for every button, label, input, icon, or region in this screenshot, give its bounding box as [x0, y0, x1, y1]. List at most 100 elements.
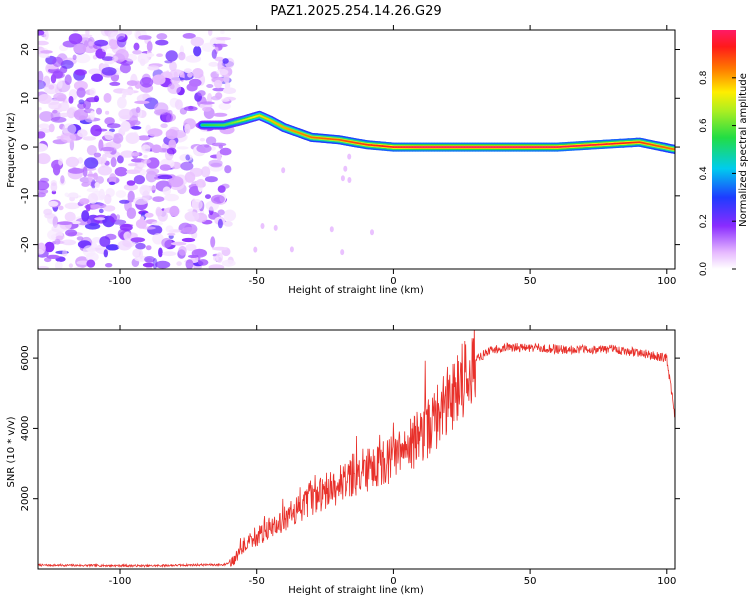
y-tick-label: 0 [20, 144, 31, 150]
noise-blob [81, 182, 90, 187]
noise-blob [185, 154, 190, 161]
noise-blob [38, 192, 46, 198]
noise-blob [165, 50, 178, 62]
noise-blob [126, 232, 138, 239]
noise-blob [222, 87, 237, 94]
noise-blob [103, 93, 112, 103]
noise-blob [38, 40, 49, 46]
noise-blob [370, 229, 374, 236]
noise-blob [161, 112, 173, 123]
noise-blob [207, 93, 213, 104]
noise-blob [214, 56, 225, 62]
noise-blob [105, 110, 110, 115]
noise-blob [70, 220, 81, 225]
spectrogram-x-ticks: -100 -50 0 50 100 [109, 25, 676, 287]
noise-blob [211, 142, 227, 147]
noise-blob [82, 166, 88, 178]
x-tick-label: 100 [657, 576, 676, 587]
noise-blob [88, 68, 102, 75]
spectrogram-ridge [197, 110, 675, 154]
noise-blob [142, 262, 155, 268]
x-tick-label: 100 [657, 276, 676, 287]
spectrogram-plot-frame [37, 29, 676, 270]
noise-blob [140, 77, 154, 88]
noise-blob [62, 249, 68, 257]
noise-blob [213, 255, 219, 261]
noise-blob [52, 109, 58, 114]
noise-blob [62, 123, 77, 136]
x-tick-label: -100 [109, 276, 132, 287]
noise-blob [94, 217, 106, 221]
noise-blob [217, 209, 225, 216]
spectrogram-x-axis-label: Height of straight line (km) [288, 285, 424, 296]
noise-blob [144, 212, 154, 218]
noise-blob [57, 78, 63, 89]
noise-blob [58, 158, 63, 166]
noise-blob [170, 69, 184, 77]
noise-blob [72, 54, 77, 61]
noise-blob [48, 200, 59, 207]
noise-blob [60, 133, 77, 143]
noise-blob [38, 249, 44, 255]
noise-blob [171, 130, 187, 139]
noise-blob [56, 221, 73, 225]
noise-blob [84, 157, 99, 169]
noise-blob [97, 165, 113, 176]
noise-blob [145, 245, 152, 251]
noise-blob [101, 153, 107, 164]
noise-blob [82, 245, 96, 257]
colorbar-ticks: 0.0 0.2 0.4 0.6 0.8 [699, 70, 736, 276]
noise-blob [91, 179, 96, 189]
noise-blob [197, 259, 209, 266]
noise-blob [135, 242, 146, 250]
noise-blob [222, 58, 229, 64]
noise-blob [120, 121, 131, 132]
noise-blob [103, 205, 116, 212]
noise-blob [141, 144, 151, 154]
noise-blob [218, 102, 231, 111]
snr-plot-frame [37, 329, 676, 570]
noise-blob [81, 210, 90, 222]
noise-blob [200, 166, 211, 178]
spectrogram-y-axis-label: Frequency (Hz) [6, 112, 17, 188]
noise-blob [132, 50, 143, 55]
x-tick-label: 50 [524, 276, 537, 287]
noise-blob [135, 106, 141, 113]
noise-blob [191, 199, 203, 211]
noise-blob [147, 128, 163, 137]
noise-blob [223, 73, 230, 84]
noise-blob [77, 129, 88, 138]
noise-blob [104, 193, 112, 205]
noise-blob [39, 111, 54, 122]
noise-blob [187, 254, 199, 258]
snr-x-ticks: -100 -50 0 50 100 [109, 325, 676, 587]
noise-blob [133, 42, 140, 51]
noise-blob [93, 95, 100, 103]
snr-y-ticks: 2000 4000 6000 [20, 345, 680, 511]
noise-blob [76, 87, 86, 98]
noise-blob [60, 59, 74, 69]
noise-blob [224, 165, 232, 174]
noise-blob [74, 69, 87, 76]
noise-blob [52, 216, 59, 229]
noise-blob [190, 36, 204, 47]
noise-blob [206, 84, 214, 88]
noise-blob [144, 256, 155, 263]
noise-blob [100, 146, 115, 152]
figure-title: PAZ1.2025.254.14.26.G29 [270, 4, 441, 19]
noise-blob [156, 53, 164, 57]
noise-blob [99, 236, 111, 247]
noise-blob [156, 33, 168, 40]
noise-blob [75, 53, 91, 64]
noise-blob [135, 218, 147, 229]
spectrogram-y-ticks: 20 10 0 -10 -20 [20, 43, 680, 253]
noise-blob [125, 132, 140, 144]
noise-blob [170, 76, 181, 85]
noise-blob [151, 144, 162, 153]
noise-blob [101, 45, 108, 52]
noise-blob [208, 61, 219, 67]
noise-blob [68, 96, 74, 104]
noise-blob [94, 182, 100, 188]
noise-blob [88, 41, 94, 47]
noise-blob [38, 94, 52, 104]
